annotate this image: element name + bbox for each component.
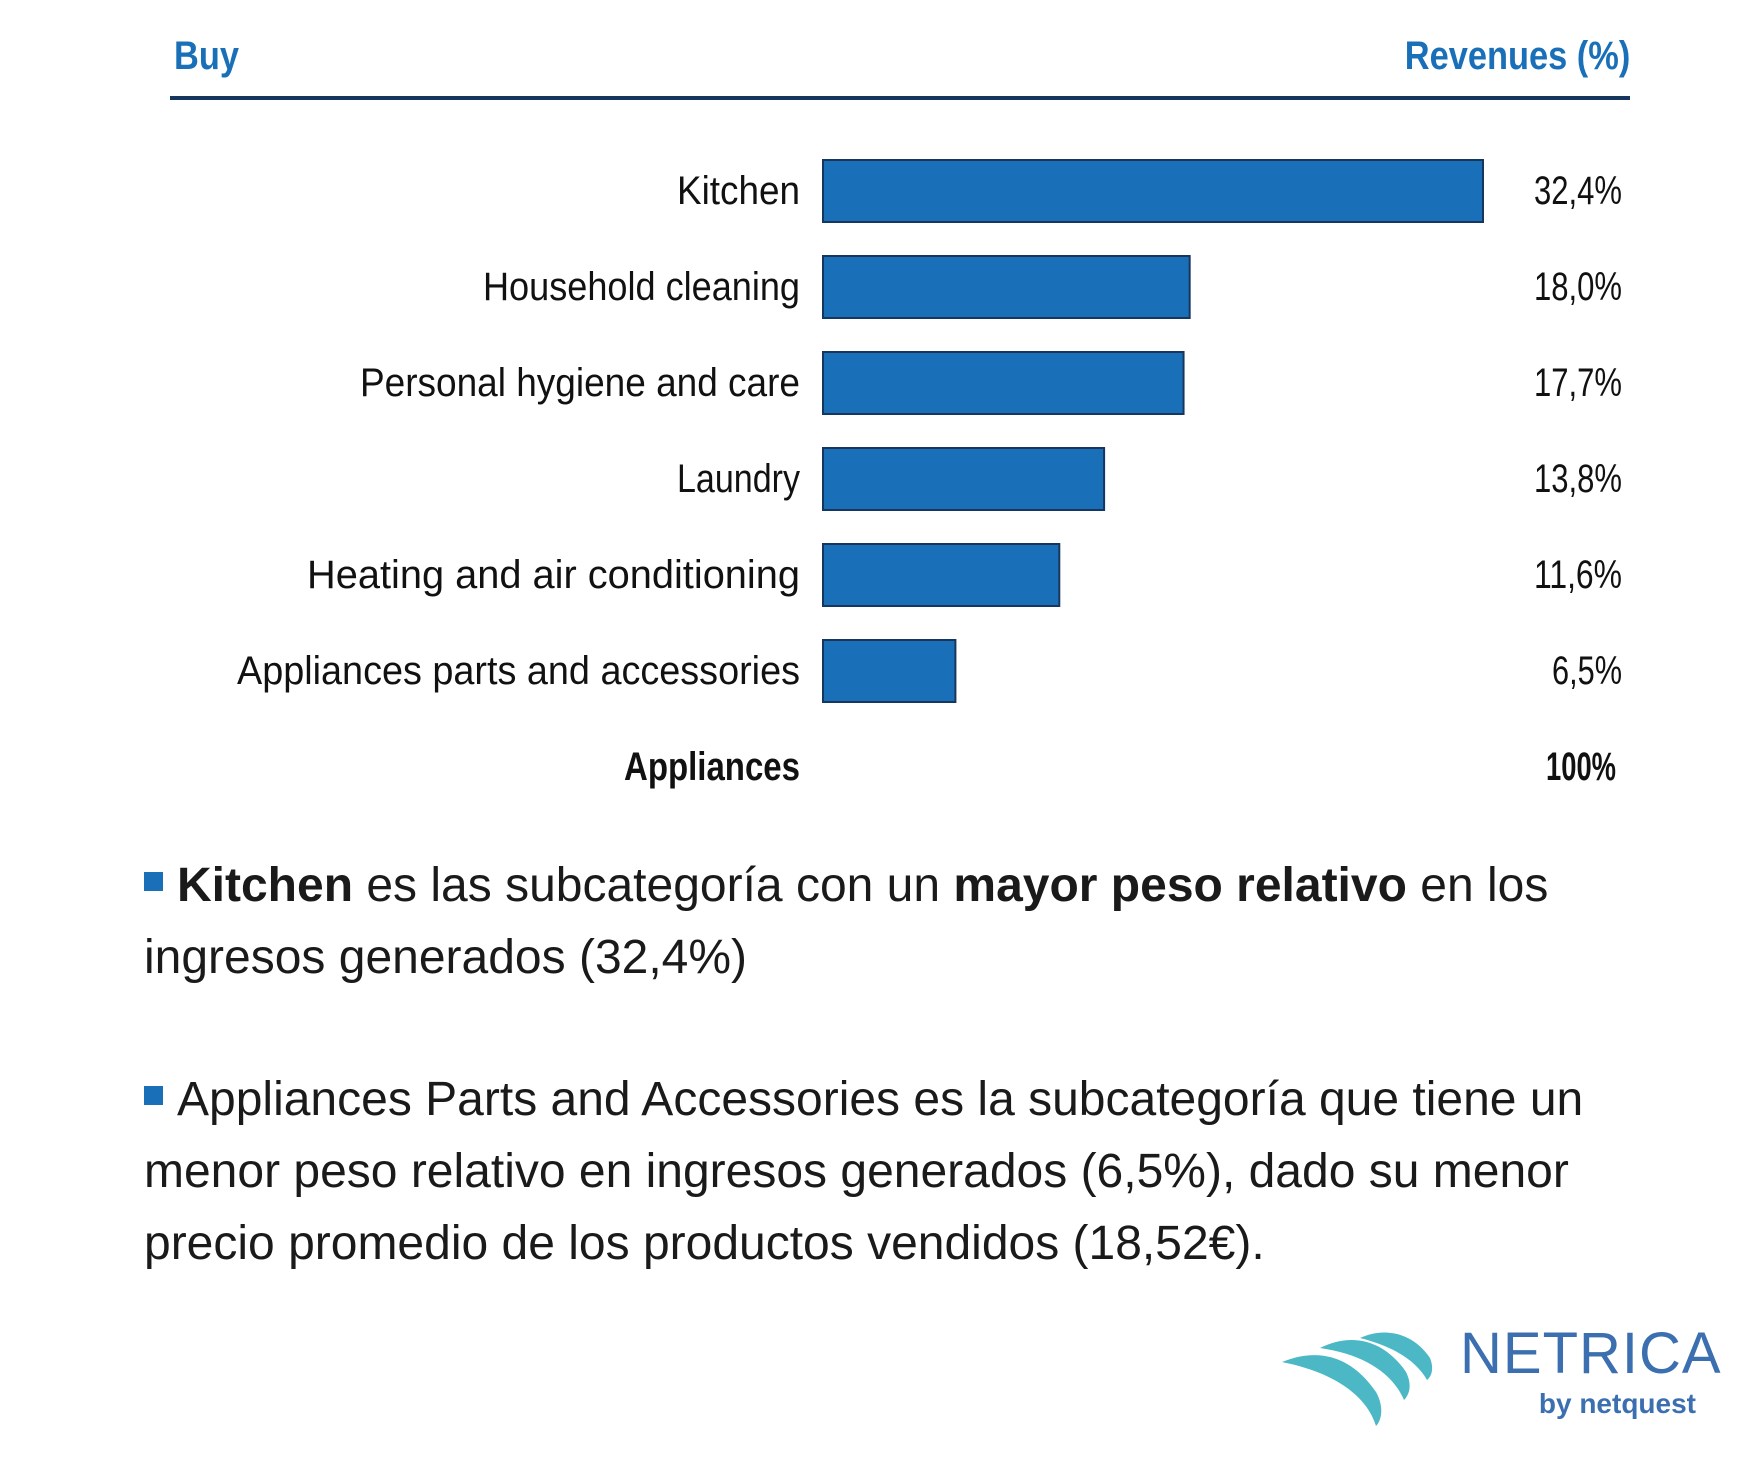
wave-logo-icon	[1282, 1332, 1433, 1426]
total-value: 100%	[1546, 745, 1616, 789]
total-label: Appliances	[624, 745, 800, 789]
netrica-logo: NETRICA by netquest	[1280, 1320, 1722, 1440]
value-label-laundry: 13,8%	[1534, 457, 1622, 501]
category-label-appliances-parts-and-accessories: Appliances parts and accessories	[237, 649, 800, 693]
category-label-household-cleaning: Household cleaning	[483, 265, 800, 309]
note-text-run: mayor peso relativo	[953, 859, 1407, 912]
note-text-run: Kitchen	[177, 859, 354, 912]
category-label-personal-hygiene-and-care: Personal hygiene and care	[360, 361, 800, 405]
value-label-personal-hygiene-and-care: 17,7%	[1534, 361, 1622, 405]
note-text-run: en los ingresos generados (32,4%)	[144, 859, 1549, 984]
category-label-kitchen: Kitchen	[677, 169, 800, 213]
revenue-bar-chart: Kitchen 32,4% Household cleaning 18,0% Perso…	[237, 159, 1622, 789]
category-label-heating-and-air-conditioning: Heating and air conditioning	[307, 553, 800, 597]
note-kitchen: Kitchen es las subcategoría con un mayor…	[144, 850, 1624, 994]
bar-appliances-parts-and-accessories	[822, 639, 957, 703]
bar-household-cleaning	[822, 255, 1191, 319]
note-appliances-parts: Appliances Parts and Accessories es la s…	[144, 1064, 1624, 1280]
note-text-run: Appliances Parts and Accessories es la s…	[144, 1073, 1584, 1270]
logo-wordmark: NETRICA	[1460, 1321, 1722, 1386]
bar-personal-hygiene-and-care	[822, 351, 1185, 415]
bar-kitchen	[822, 159, 1484, 223]
value-label-heating-and-air-conditioning: 11,6%	[1534, 553, 1622, 597]
value-label-appliances-parts-and-accessories: 6,5%	[1552, 649, 1622, 693]
bullet-square-icon	[144, 1086, 163, 1105]
bullet-square-icon	[144, 872, 163, 891]
bar-laundry	[822, 447, 1106, 511]
table-header: Buy Revenues (%)	[170, 30, 1630, 100]
column-header-revenues: Revenues (%)	[1404, 34, 1630, 78]
category-label-laundry: Laundry	[677, 457, 800, 501]
value-label-kitchen: 32,4%	[1534, 169, 1622, 213]
note-text-run: es las subcategoría con un	[353, 859, 954, 912]
value-label-household-cleaning: 18,0%	[1534, 265, 1622, 309]
column-header-buy: Buy	[174, 34, 239, 78]
logo-tagline: by netquest	[1538, 1388, 1696, 1419]
bar-heating-and-air-conditioning	[822, 543, 1061, 607]
